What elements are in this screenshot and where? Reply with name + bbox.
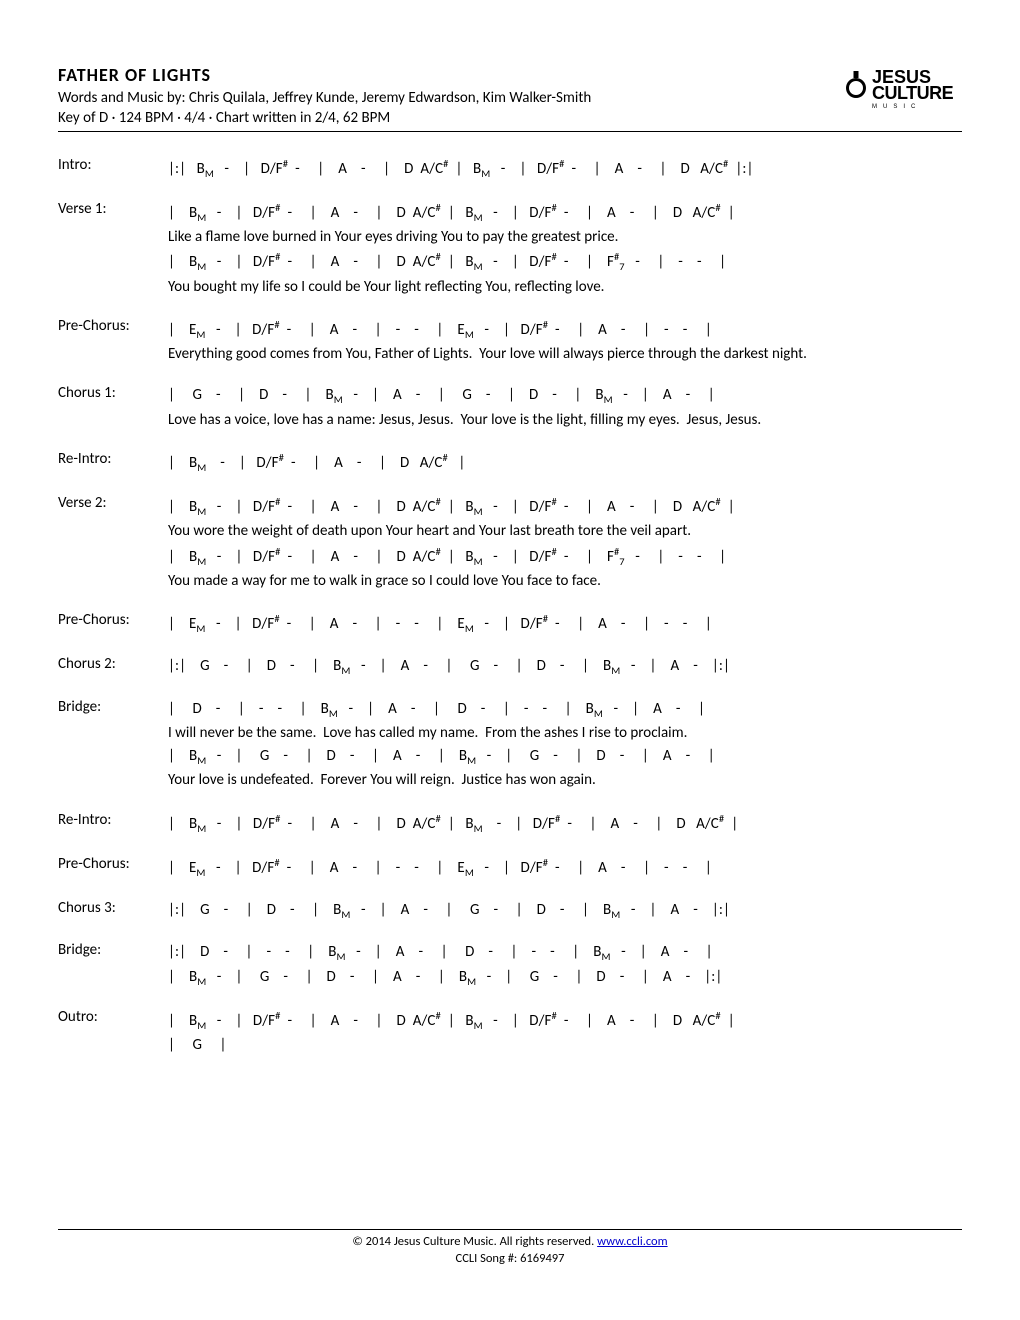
section-label: Pre-Chorus: [58, 317, 168, 335]
section-label: Pre-Chorus: [58, 611, 168, 629]
chord-line: |:| BM - | D/F# - | A - | D A/C# | BM - … [168, 156, 962, 182]
section-row: Verse 2:| BM - | D/F# - | A - | D A/C# |… [58, 494, 962, 593]
lyric-line: I will never be the same. Love has calle… [168, 722, 962, 745]
lyric-line: Your love is undefeated. Forever You wil… [168, 769, 962, 792]
section-content: | BM - | D/F# - | A - | D A/C# | [168, 450, 962, 476]
lyric-line: Everything good comes from You, Father o… [168, 343, 962, 366]
section-row: Pre-Chorus:| EM - | D/F# - | A - | - - |… [58, 855, 962, 881]
section-label: Bridge: [58, 941, 168, 959]
lyric-line: You bought my life so I could be Your li… [168, 276, 962, 299]
section-row: Bridge:| D - | - - | BM - | A - | D - | … [58, 698, 962, 793]
section-content: |:| D - | - - | BM - | A - | D - | - - |… [168, 941, 962, 990]
section-label: Chorus 1: [58, 384, 168, 402]
section-label: Verse 1: [58, 200, 168, 218]
svg-text:CULTURE: CULTURE [872, 83, 954, 103]
chord-line: | G | [168, 1034, 962, 1057]
chord-line: | EM - | D/F# - | A - | - - | EM - | D/F… [168, 855, 962, 881]
lyric-line: Like a flame love burned in Your eyes dr… [168, 226, 962, 249]
svg-text:MUSIC: MUSIC [872, 104, 921, 110]
jesus-culture-logo-icon: JESUS CULTURE MUSIC [832, 64, 962, 112]
ccli-link[interactable]: www.ccli.com [597, 1234, 667, 1249]
footer-line1: © 2014 Jesus Culture Music. All rights r… [58, 1234, 962, 1251]
lyric-line: Love has a voice, love has a name: Jesus… [168, 409, 962, 432]
section-row: Outro:| BM - | D/F# - | A - | D A/C# | B… [58, 1008, 962, 1058]
keyline: Key of D · 124 BPM · 4/4 · Chart written… [58, 108, 591, 128]
chord-line: |:| G - | D - | BM - | A - | G - | D - |… [168, 899, 962, 923]
sections-container: Intro:|:| BM - | D/F# - | A - | D A/C# |… [58, 156, 962, 1058]
lyric-line: You wore the weight of death upon Your h… [168, 520, 962, 543]
section-row: Bridge:|:| D - | - - | BM - | A - | D - … [58, 941, 962, 990]
footer: © 2014 Jesus Culture Music. All rights r… [58, 1229, 962, 1268]
chord-line: | EM - | D/F# - | A - | - - | EM - | D/F… [168, 317, 962, 343]
section-label: Outro: [58, 1008, 168, 1026]
chord-line: |:| G - | D - | BM - | A - | G - | D - |… [168, 655, 962, 679]
chord-line: | BM - | D/F# - | A - | D A/C# | BM - | … [168, 1008, 962, 1034]
copyright-text: © 2014 Jesus Culture Music. All rights r… [352, 1234, 597, 1249]
chord-line: | BM - | G - | D - | A - | BM - | G - | … [168, 745, 962, 769]
byline: Words and Music by: Chris Quilala, Jeffr… [58, 88, 591, 108]
section-label: Chorus 3: [58, 899, 168, 917]
section-content: |:| G - | D - | BM - | A - | G - | D - |… [168, 899, 962, 923]
chord-line: | D - | - - | BM - | A - | D - | - - | B… [168, 698, 962, 722]
chord-line: | BM - | D/F# - | A - | D A/C# | [168, 450, 962, 476]
chord-line: | BM - | D/F# - | A - | D A/C# | BM - | … [168, 544, 962, 570]
section-content: | BM - | D/F# - | A - | D A/C# | BM - | … [168, 494, 962, 593]
lyric-line: You made a way for me to walk in grace s… [168, 570, 962, 593]
chord-line: |:| D - | - - | BM - | A - | D - | - - |… [168, 941, 962, 965]
section-content: | BM - | D/F# - | A - | D A/C# | BM - | … [168, 1008, 962, 1058]
section-label: Intro: [58, 156, 168, 174]
section-content: | D - | - - | BM - | A - | D - | - - | B… [168, 698, 962, 793]
section-label: Chorus 2: [58, 655, 168, 673]
chord-line: | BM - | D/F# - | A - | D A/C# | BM - | … [168, 494, 962, 520]
section-content: |:| BM - | D/F# - | A - | D A/C# | BM - … [168, 156, 962, 182]
section-row: Chorus 3:|:| G - | D - | BM - | A - | G … [58, 899, 962, 923]
section-content: | BM - | D/F# - | A - | D A/C# | BM - | … [168, 200, 962, 299]
publisher-logo: JESUS CULTURE MUSIC [832, 64, 962, 117]
section-label: Bridge: [58, 698, 168, 716]
section-row: Chorus 2:|:| G - | D - | BM - | A - | G … [58, 655, 962, 679]
section-label: Re-Intro: [58, 811, 168, 829]
section-row: Re-Intro:| BM - | D/F# - | A - | D A/C# … [58, 811, 962, 837]
header-block: FATHER OF LIGHTS Words and Music by: Chr… [58, 64, 962, 132]
section-content: |:| G - | D - | BM - | A - | G - | D - |… [168, 655, 962, 679]
chord-line: | BM - | D/F# - | A - | D A/C# | BM - | … [168, 249, 962, 275]
chord-line: | BM - | D/F# - | A - | D A/C# | BM - | … [168, 811, 962, 837]
section-label: Re-Intro: [58, 450, 168, 468]
song-title: FATHER OF LIGHTS [58, 64, 591, 86]
section-content: | EM - | D/F# - | A - | - - | EM - | D/F… [168, 611, 962, 637]
section-content: | EM - | D/F# - | A - | - - | EM - | D/F… [168, 855, 962, 881]
chord-line: | G - | D - | BM - | A - | G - | D - | B… [168, 384, 962, 408]
page: FATHER OF LIGHTS Words and Music by: Chr… [0, 0, 1020, 1320]
section-row: Re-Intro:| BM - | D/F# - | A - | D A/C# … [58, 450, 962, 476]
section-row: Pre-Chorus:| EM - | D/F# - | A - | - - |… [58, 317, 962, 367]
chord-line: | EM - | D/F# - | A - | - - | EM - | D/F… [168, 611, 962, 637]
section-label: Pre-Chorus: [58, 855, 168, 873]
section-row: Intro:|:| BM - | D/F# - | A - | D A/C# |… [58, 156, 962, 182]
header-left: FATHER OF LIGHTS Words and Music by: Chr… [58, 64, 591, 129]
section-label: Verse 2: [58, 494, 168, 512]
section-row: Chorus 1:| G - | D - | BM - | A - | G - … [58, 384, 962, 432]
section-content: | EM - | D/F# - | A - | - - | EM - | D/F… [168, 317, 962, 367]
section-row: Pre-Chorus:| EM - | D/F# - | A - | - - |… [58, 611, 962, 637]
chord-line: | BM - | G - | D - | A - | BM - | G - | … [168, 966, 962, 990]
footer-line2: CCLI Song #: 6169497 [58, 1251, 962, 1268]
section-content: | G - | D - | BM - | A - | G - | D - | B… [168, 384, 962, 432]
section-content: | BM - | D/F# - | A - | D A/C# | BM - | … [168, 811, 962, 837]
section-row: Verse 1:| BM - | D/F# - | A - | D A/C# |… [58, 200, 962, 299]
chord-line: | BM - | D/F# - | A - | D A/C# | BM - | … [168, 200, 962, 226]
